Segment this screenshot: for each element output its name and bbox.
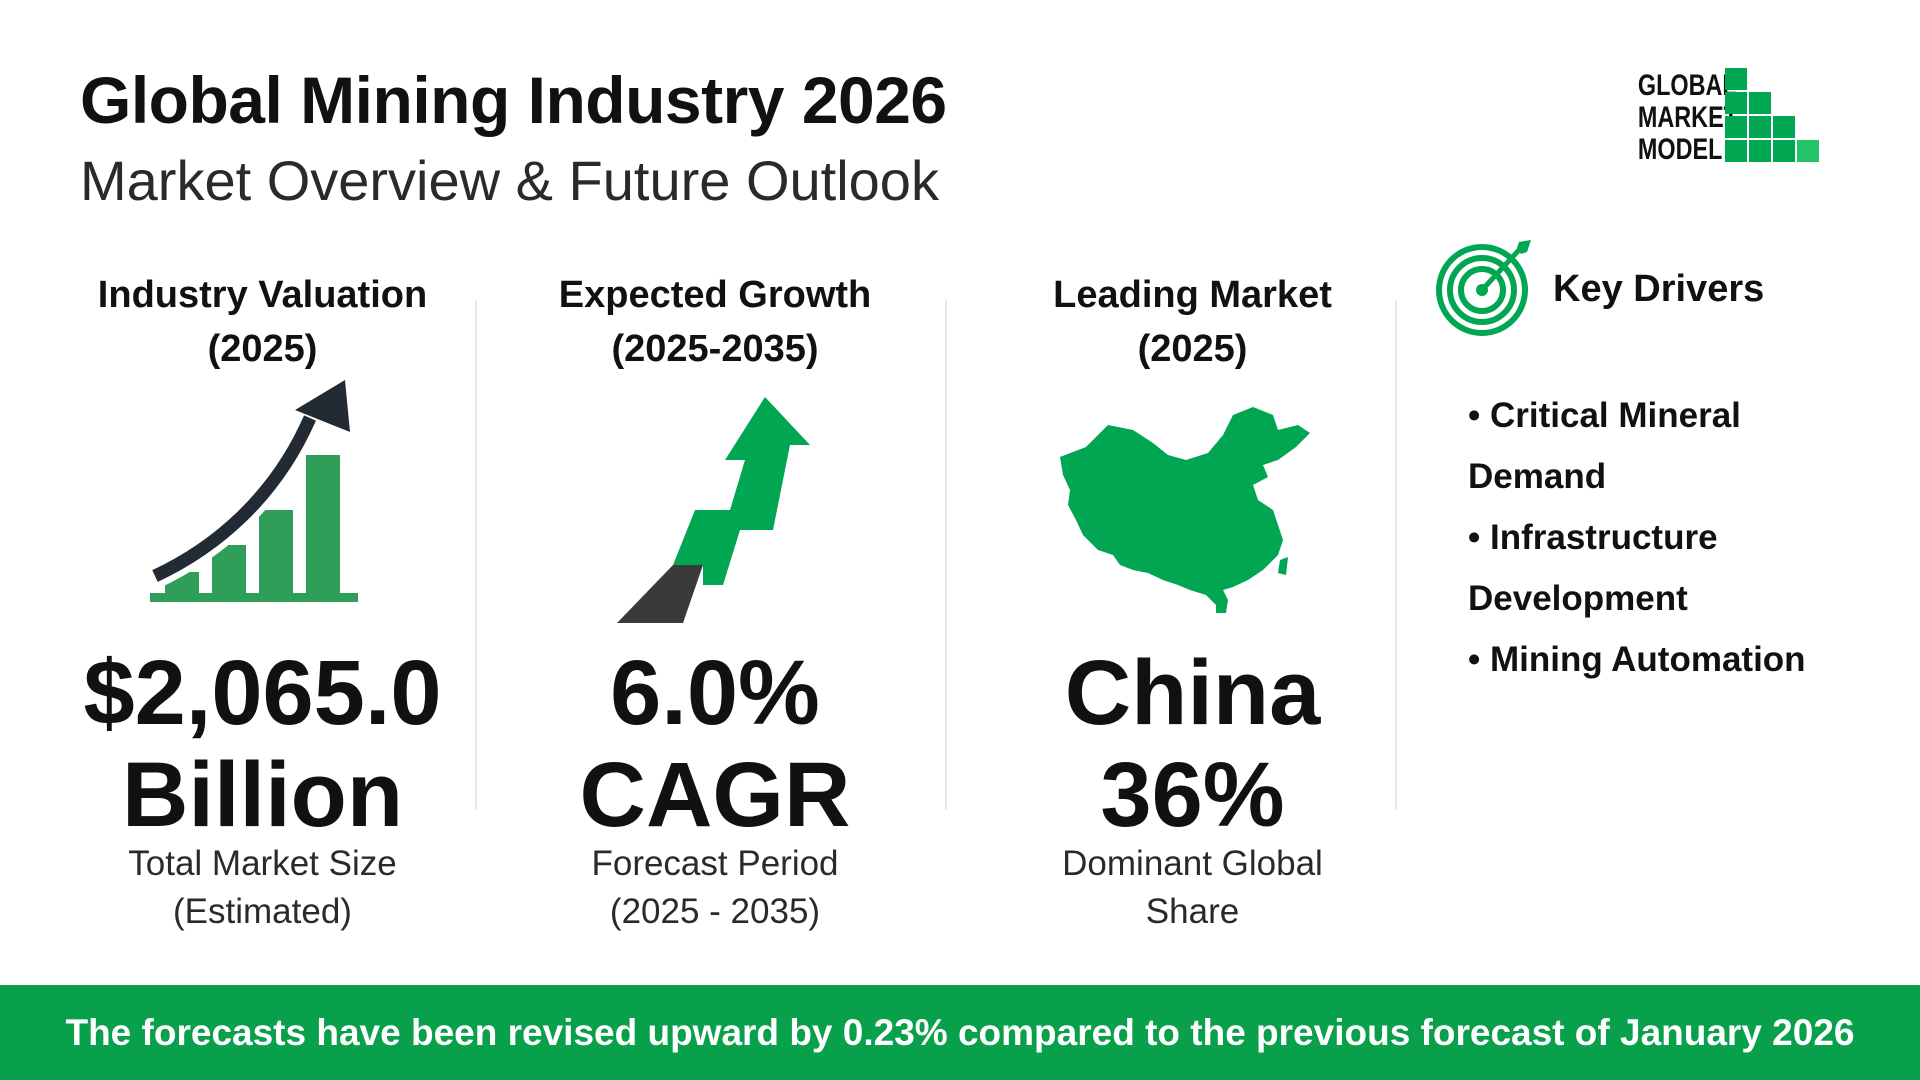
valuation-unit: Billion [121,744,404,846]
valuation-value: $2,065.0 Billion [40,642,485,846]
growth-heading: Expected Growth (2025-2035) [515,268,915,376]
driver-item: • Critical Mineral [1468,396,1741,435]
driver-item: Demand [1468,457,1607,496]
valuation-heading-line-1: Industry Valuation [97,274,428,316]
valuation-caption-line-1: Total Market Size [128,844,397,883]
target-icon [1436,240,1531,336]
growth-heading-line-1: Expected Growth [558,274,872,316]
valuation-heading-line-2: (2025) [207,328,318,370]
valuation-caption-line-2: (Estimated) [173,892,352,931]
growth-rate: 6.0% [610,642,820,744]
market-caption: Dominant Global Share [985,840,1400,936]
valuation-heading: Industry Valuation (2025) [60,268,465,376]
market-country: China [1064,642,1321,744]
growth-caption-line-2: (2025 - 2035) [609,892,821,931]
bar-chart-up-arrow-icon [150,380,358,602]
logo-text: GLOBAL MARKET MODEL [1637,69,1738,166]
valuation-amount: $2,065.0 [83,642,442,744]
column-divider [475,300,477,810]
page-subtitle: Market Overview & Future Outlook [80,149,939,212]
column-divider [1395,300,1397,810]
market-share: 36% [1100,744,1285,846]
valuation-caption: Total Market Size (Estimated) [60,840,465,936]
driver-item: Development [1468,579,1688,618]
logo-line-2: MARKET [1637,101,1738,134]
market-heading-line-1: Leading Market [1053,274,1332,316]
market-heading: Leading Market (2025) [985,268,1400,376]
growth-heading-line-2: (2025-2035) [611,328,819,370]
logo-line-3: MODEL [1637,133,1723,166]
logo-line-1: GLOBAL [1637,69,1737,102]
driver-item: • Mining Automation [1468,640,1806,679]
market-heading-line-2: (2025) [1137,328,1248,370]
market-caption-line-1: Dominant Global [1062,844,1323,883]
market-caption-line-2: Share [1145,892,1240,931]
growth-value: 6.0% CAGR [500,642,930,846]
key-drivers-list: • Critical Mineral Demand • Infrastructu… [1468,385,1888,690]
key-drivers-heading: Key Drivers [1553,268,1765,310]
driver-item: • Infrastructure [1468,518,1718,557]
market-value: China 36% [960,642,1425,846]
growth-caption: Forecast Period (2025 - 2035) [515,840,915,936]
growth-unit: CAGR [579,744,851,846]
page-title: Global Mining Industry 2026 [80,63,947,137]
growth-caption-line-1: Forecast Period [591,844,839,883]
column-divider [945,300,947,810]
footer-banner: The forecasts have been revised upward b… [0,985,1920,1080]
growth-arrow-icon [617,397,810,623]
china-map-icon [1060,407,1310,613]
footer-text: The forecasts have been revised upward b… [65,1012,1855,1053]
logo: GLOBAL MARKET MODEL [1615,68,1835,178]
